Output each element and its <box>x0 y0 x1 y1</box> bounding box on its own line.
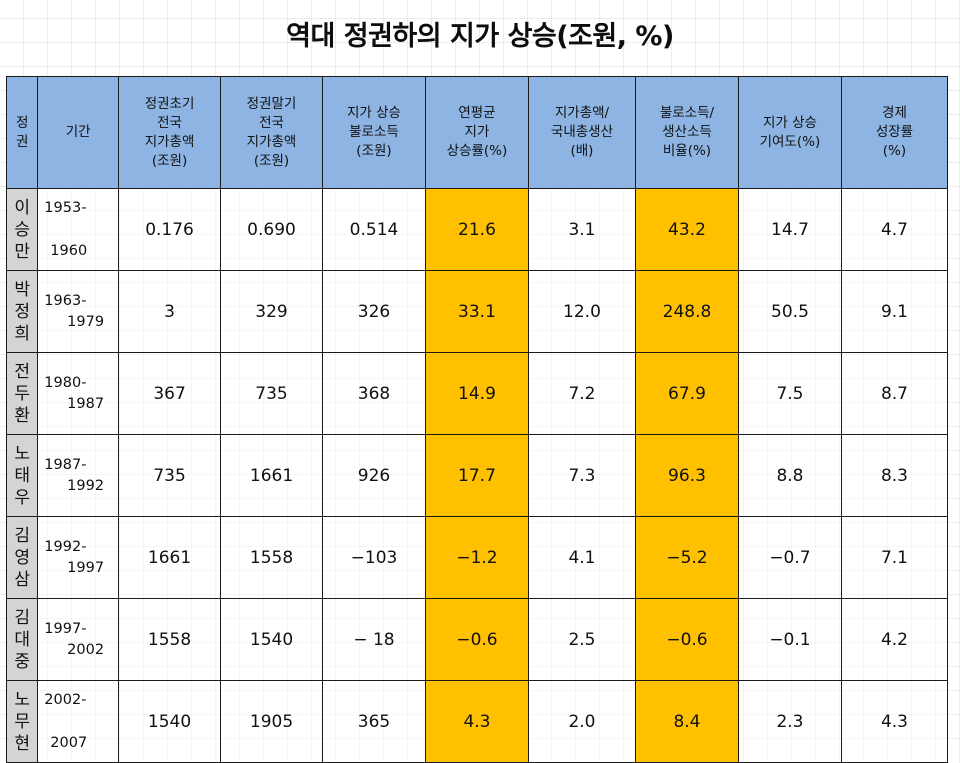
unearned-income-cell: − 18 <box>322 598 426 681</box>
period-cell: 1997- 2002 <box>37 598 120 681</box>
header-contribution: 지가 상승 기여도(%) <box>737 76 842 189</box>
final-total-cell: 1540 <box>220 598 323 681</box>
annual-rate-cell: 14.9 <box>424 352 529 435</box>
final-total-cell: 1558 <box>220 516 323 599</box>
contribution-cell: −0.7 <box>737 516 842 599</box>
contribution-cell: 2.3 <box>737 680 842 763</box>
final-total-cell: 1905 <box>220 680 323 763</box>
header-period: 기간 <box>37 76 120 189</box>
header-final-total: 정권말기 전국 지가총액 (조원) <box>220 76 323 189</box>
growth-rate-cell: 7.1 <box>840 516 949 599</box>
final-total-cell: 329 <box>220 270 323 353</box>
initial-total-cell: 1661 <box>118 516 222 599</box>
header-ratio-income: 불로소득/생산소득 비율(%) <box>634 76 739 189</box>
header-annual-rate: 연평균 지가 상승률(%) <box>424 76 529 189</box>
header-initial-total: 정권초기 전국 지가총액 (조원) <box>118 76 222 189</box>
ratio-gdp-cell: 3.1 <box>527 188 636 271</box>
contribution-cell: 7.5 <box>737 352 842 435</box>
period-cell: 1992- 1997 <box>37 516 120 599</box>
ratio-gdp-cell: 12.0 <box>527 270 636 353</box>
unearned-income-cell: −103 <box>322 516 426 599</box>
unearned-income-cell: 365 <box>322 680 426 763</box>
period-cell: 1953- 1960 <box>37 188 120 271</box>
page-title: 역대 정권하의 지가 상승(조원, %) <box>286 21 674 52</box>
header-growth-rate: 경제 성장률 (%) <box>840 76 949 189</box>
period-cell: 2002- 2007 <box>37 680 120 763</box>
ratio-income-cell: 43.2 <box>634 188 739 271</box>
growth-rate-cell: 9.1 <box>840 270 949 353</box>
growth-rate-cell: 4.2 <box>840 598 949 681</box>
ratio-gdp-cell: 4.1 <box>527 516 636 599</box>
period-cell: 1980- 1987 <box>37 352 120 435</box>
header-unearned-income: 지가 상승 불로소득 (조원) <box>322 76 426 189</box>
final-total-cell: 735 <box>220 352 323 435</box>
ratio-income-cell: −5.2 <box>634 516 739 599</box>
annual-rate-cell: 21.6 <box>424 188 529 271</box>
initial-total-cell: 1540 <box>118 680 222 763</box>
annual-rate-cell: 4.3 <box>424 680 529 763</box>
contribution-cell: 14.7 <box>737 188 842 271</box>
growth-rate-cell: 8.3 <box>840 434 949 517</box>
final-total-cell: 1661 <box>220 434 323 517</box>
initial-total-cell: 367 <box>118 352 222 435</box>
annual-rate-cell: 17.7 <box>424 434 529 517</box>
contribution-cell: −0.1 <box>737 598 842 681</box>
period-cell: 1987- 1992 <box>37 434 120 517</box>
initial-total-cell: 3 <box>118 270 222 353</box>
ratio-income-cell: 248.8 <box>634 270 739 353</box>
annual-rate-cell: −0.6 <box>424 598 529 681</box>
header-ratio-gdp: 지가총액/국내총생산 (배) <box>527 76 636 189</box>
ratio-income-cell: 8.4 <box>634 680 739 763</box>
ratio-gdp-cell: 7.2 <box>527 352 636 435</box>
unearned-income-cell: 368 <box>322 352 426 435</box>
final-total-cell: 0.690 <box>220 188 323 271</box>
initial-total-cell: 0.176 <box>118 188 222 271</box>
growth-rate-cell: 4.3 <box>840 680 949 763</box>
annual-rate-cell: 33.1 <box>424 270 529 353</box>
growth-rate-cell: 8.7 <box>840 352 949 435</box>
ratio-gdp-cell: 2.0 <box>527 680 636 763</box>
initial-total-cell: 1558 <box>118 598 222 681</box>
growth-rate-cell: 4.7 <box>840 188 949 271</box>
ratio-income-cell: −0.6 <box>634 598 739 681</box>
ratio-gdp-cell: 2.5 <box>527 598 636 681</box>
period-cell: 1963- 1979 <box>37 270 120 353</box>
ratio-gdp-cell: 7.3 <box>527 434 636 517</box>
ratio-income-cell: 67.9 <box>634 352 739 435</box>
annual-rate-cell: −1.2 <box>424 516 529 599</box>
contribution-cell: 8.8 <box>737 434 842 517</box>
contribution-cell: 50.5 <box>737 270 842 353</box>
initial-total-cell: 735 <box>118 434 222 517</box>
unearned-income-cell: 326 <box>322 270 426 353</box>
unearned-income-cell: 926 <box>322 434 426 517</box>
ratio-income-cell: 96.3 <box>634 434 739 517</box>
unearned-income-cell: 0.514 <box>322 188 426 271</box>
